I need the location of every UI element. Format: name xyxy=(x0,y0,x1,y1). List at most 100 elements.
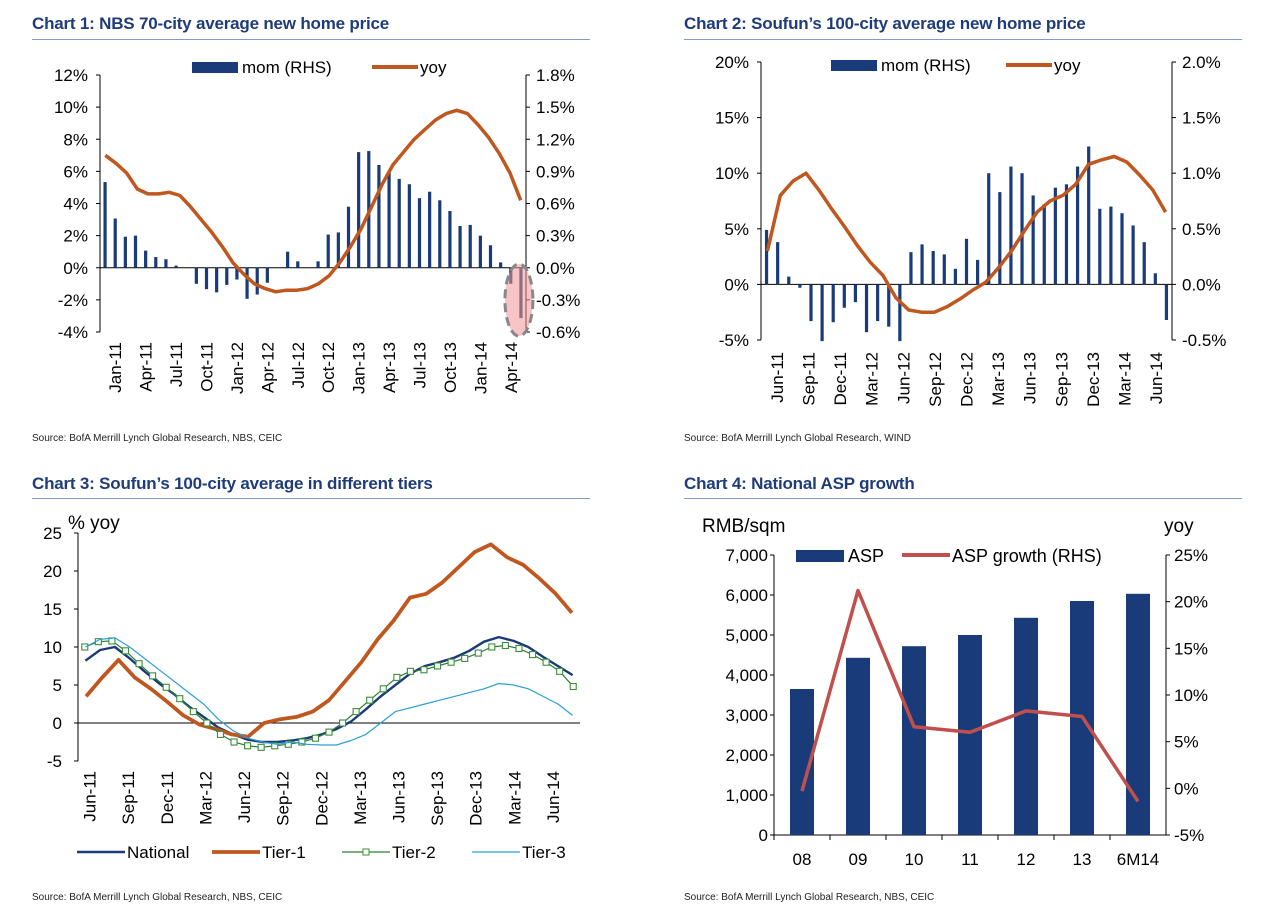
tier-2-marker xyxy=(284,740,292,748)
x-tick-label: Jan-13 xyxy=(350,342,369,394)
mom-bar xyxy=(1087,146,1091,285)
mom-bar xyxy=(809,284,813,322)
yoy-line xyxy=(765,154,1168,314)
right-tick-label: -0.3% xyxy=(536,291,580,310)
mom-bar xyxy=(1109,206,1113,285)
unit-label: % yoy xyxy=(68,513,120,534)
mom-bar xyxy=(942,254,946,285)
x-tick-label: Sep-13 xyxy=(1052,352,1071,407)
mom-bar xyxy=(499,262,503,268)
tier-2-marker xyxy=(135,660,143,668)
mom-bar xyxy=(1053,187,1057,285)
right-tick-label: 1.8% xyxy=(536,66,575,85)
tier-2-marker xyxy=(515,644,523,653)
legend-asp-swatch xyxy=(796,550,844,562)
mom-bar xyxy=(842,284,846,308)
x-tick-label: 11 xyxy=(961,850,979,869)
x-tick-label: Jun-14 xyxy=(1147,352,1166,404)
mom-bar xyxy=(225,267,229,285)
tier-2-marker xyxy=(339,719,347,727)
mom-bar xyxy=(174,265,178,268)
mom-bar xyxy=(787,276,791,285)
series-line-tier-1 xyxy=(84,542,574,739)
mom-bar xyxy=(853,284,858,303)
x-tick-label: Jul-11 xyxy=(167,342,186,387)
x-tick-label: Sep-12 xyxy=(274,771,293,826)
mom-bar xyxy=(898,284,902,342)
legend-yoy-label: yoy xyxy=(1054,56,1081,75)
legend-tier-2-label: Tier-2 xyxy=(392,843,436,862)
left-tick-label: 0% xyxy=(724,275,749,294)
x-tick-label: Dec-12 xyxy=(958,352,977,407)
right-tick-label: -0.6% xyxy=(536,323,580,342)
mom-bar xyxy=(831,284,835,323)
mom-bar xyxy=(468,224,472,268)
right-tick-label: 0.6% xyxy=(536,195,575,214)
left-tick-label: 1,000 xyxy=(725,786,768,805)
tier-2-marker xyxy=(121,647,130,655)
mom-bar xyxy=(1042,204,1046,285)
x-tick-label: 09 xyxy=(849,850,868,869)
right-tick-label: -5% xyxy=(1174,826,1204,845)
left-tick-label: -4% xyxy=(58,323,88,342)
left-tick-label: 10% xyxy=(54,98,88,117)
tier-2-marker xyxy=(433,662,442,670)
tier-2-marker xyxy=(474,649,482,657)
mom-bar xyxy=(194,267,198,284)
tier-2-marker xyxy=(257,743,265,751)
tier-2-marker xyxy=(447,658,455,666)
left-tick-label: 5,000 xyxy=(725,626,768,645)
chart-4-title-rule xyxy=(684,498,1242,499)
tier-2-marker xyxy=(366,696,374,704)
chart-3-title: Chart 3: Soufun’s 100-city average in di… xyxy=(32,474,433,493)
chart-3-title-rule xyxy=(32,498,590,499)
x-tick-label: Apr-12 xyxy=(258,342,277,393)
tier-2-marker xyxy=(271,742,279,750)
x-tick-label: Oct-12 xyxy=(319,342,338,393)
asp-bar xyxy=(1126,593,1150,835)
tier-2-marker xyxy=(352,708,360,716)
x-tick-label: Jun-14 xyxy=(544,771,563,823)
chart-2-svg: 20% 15% 10% 5% 0% -5% 2.0% 1.5% 1.0% 0.5% 0.0% -0.5… xyxy=(715,53,1226,407)
chart-4-title: Chart 4: National ASP growth xyxy=(684,474,915,493)
chart-1-title: Chart 1: NBS 70-city average new home pr… xyxy=(32,14,390,33)
mom-bar xyxy=(953,268,957,285)
tier-2-marker xyxy=(393,673,401,681)
mom-bar xyxy=(1031,195,1035,285)
tier-2-marker xyxy=(542,658,550,666)
left-tick-label: 6% xyxy=(63,162,88,181)
mom-bar xyxy=(987,173,991,285)
tier-2-marker xyxy=(556,667,564,675)
right-tick-label: 0.9% xyxy=(536,162,575,181)
tier-2-marker xyxy=(311,734,319,742)
x-tick-label: Oct-13 xyxy=(441,342,460,393)
legend-national-label: National xyxy=(127,843,189,862)
chart-4-source: Source: BofA Merrill Lynch Global Resear… xyxy=(684,892,935,903)
mom-bar xyxy=(438,200,442,268)
chart-2-title: Chart 2: Soufun’s 100-city average new h… xyxy=(684,14,1086,33)
chart-2-panel: Chart 2: Soufun’s 100-city average new h… xyxy=(684,14,1242,454)
mom-bar xyxy=(1075,166,1080,285)
x-tick-label: Jun-13 xyxy=(1021,352,1040,404)
mom-bar xyxy=(1120,213,1124,285)
chart-2-source: Source: BofA Merrill Lynch Global Resear… xyxy=(684,433,911,444)
mom-bar xyxy=(113,218,117,268)
tier-2-marker xyxy=(325,728,333,736)
right-tick-label: 5% xyxy=(1174,733,1199,752)
right-tick-label: 0.0% xyxy=(536,259,575,278)
x-tick-label: Sep-12 xyxy=(926,352,945,407)
legend-tier-2-marker xyxy=(362,848,370,856)
x-tick-label: Sep-13 xyxy=(428,771,447,826)
right-tick-label: 2.0% xyxy=(1182,53,1221,72)
left-tick-label: 10% xyxy=(715,164,749,183)
mom-bar xyxy=(864,284,869,333)
y-tick-label: 5 xyxy=(53,676,62,695)
mom-bar xyxy=(1009,166,1013,285)
x-tick-label: Jun-12 xyxy=(235,771,254,823)
mom-bar xyxy=(964,238,969,285)
left-tick-label: 8% xyxy=(63,130,88,149)
left-tick-label: 20% xyxy=(715,53,749,72)
mom-bar xyxy=(357,152,361,268)
mom-bar xyxy=(1142,242,1146,285)
chart-1-title-rule xyxy=(32,39,590,40)
